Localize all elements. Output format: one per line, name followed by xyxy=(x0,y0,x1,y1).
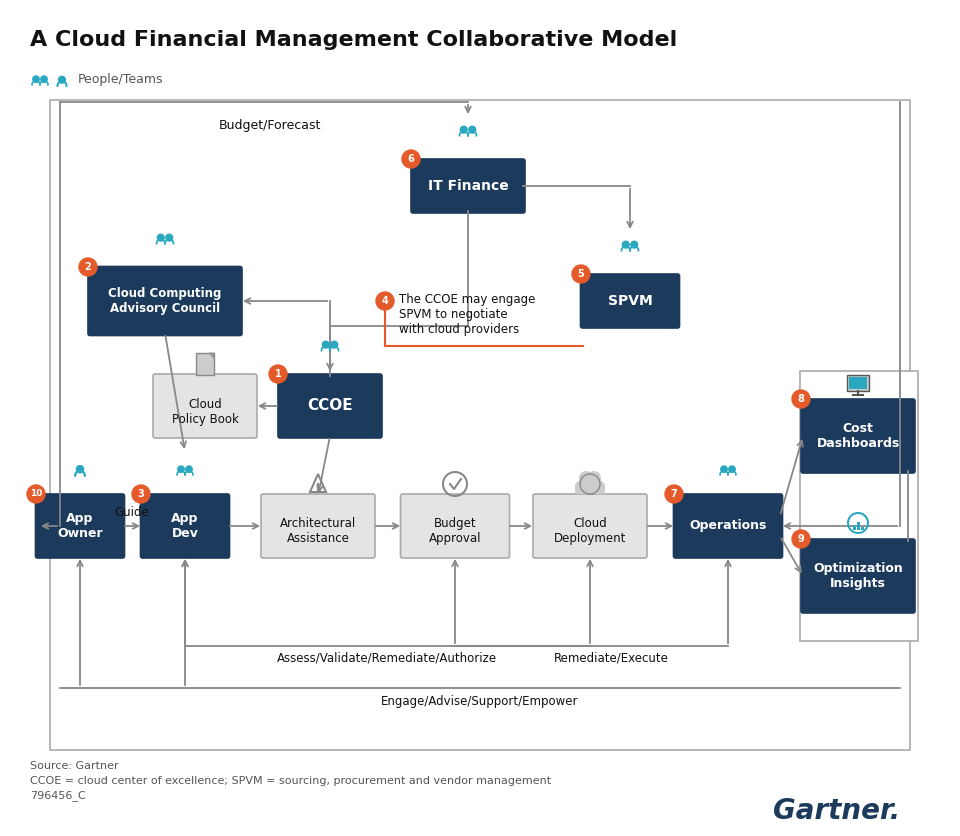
Text: Architectural
Assistance: Architectural Assistance xyxy=(280,517,356,545)
Text: 6: 6 xyxy=(408,154,415,164)
Bar xyxy=(50,100,910,750)
Text: Budget
Approval: Budget Approval xyxy=(429,517,481,545)
FancyBboxPatch shape xyxy=(674,494,782,558)
Bar xyxy=(849,377,867,389)
Circle shape xyxy=(269,365,287,383)
Text: A Cloud Financial Management Collaborative Model: A Cloud Financial Management Collaborati… xyxy=(30,30,677,50)
Bar xyxy=(196,353,214,375)
Bar xyxy=(860,527,863,530)
Circle shape xyxy=(579,471,593,485)
Polygon shape xyxy=(209,353,214,358)
Text: 8: 8 xyxy=(798,394,804,404)
Text: 9: 9 xyxy=(798,534,804,544)
Text: 3: 3 xyxy=(137,489,144,499)
FancyBboxPatch shape xyxy=(581,274,680,328)
Circle shape xyxy=(331,341,338,348)
Circle shape xyxy=(631,242,637,248)
FancyBboxPatch shape xyxy=(400,494,510,558)
Text: 10: 10 xyxy=(30,490,42,498)
FancyBboxPatch shape xyxy=(801,399,915,473)
Text: 1: 1 xyxy=(275,369,281,379)
FancyBboxPatch shape xyxy=(261,494,375,558)
Text: Remediate/Execute: Remediate/Execute xyxy=(554,651,668,665)
Text: Cloud
Deployment: Cloud Deployment xyxy=(554,517,626,545)
Text: Source: Gartner: Source: Gartner xyxy=(30,761,119,771)
Text: People/Teams: People/Teams xyxy=(78,74,163,86)
Text: Cloud
Policy Book: Cloud Policy Book xyxy=(172,398,238,426)
Circle shape xyxy=(186,466,192,472)
Circle shape xyxy=(721,466,728,472)
Circle shape xyxy=(587,471,601,485)
Circle shape xyxy=(591,480,605,494)
Circle shape xyxy=(27,485,45,503)
Circle shape xyxy=(132,485,150,503)
Circle shape xyxy=(575,480,589,494)
Text: App
Dev: App Dev xyxy=(171,512,199,540)
Text: App
Owner: App Owner xyxy=(58,512,103,540)
FancyBboxPatch shape xyxy=(278,374,382,438)
Circle shape xyxy=(157,234,164,241)
FancyBboxPatch shape xyxy=(36,494,125,558)
Bar xyxy=(800,371,918,641)
Circle shape xyxy=(622,242,629,248)
Circle shape xyxy=(77,466,84,473)
Text: Cost
Dashboards: Cost Dashboards xyxy=(816,422,900,450)
Text: CCOE: CCOE xyxy=(307,399,353,414)
Circle shape xyxy=(376,292,394,310)
Circle shape xyxy=(572,265,590,283)
Circle shape xyxy=(178,466,184,472)
Circle shape xyxy=(580,474,600,494)
Circle shape xyxy=(665,485,683,503)
FancyBboxPatch shape xyxy=(533,494,647,558)
Circle shape xyxy=(166,234,173,241)
Circle shape xyxy=(33,76,39,83)
Text: Engage/Advise/Support/Empower: Engage/Advise/Support/Empower xyxy=(381,696,579,708)
Circle shape xyxy=(402,150,420,168)
Text: Guide: Guide xyxy=(114,506,150,518)
Text: Budget/Forecast: Budget/Forecast xyxy=(219,120,322,132)
Text: Optimization
Insights: Optimization Insights xyxy=(813,562,902,590)
Circle shape xyxy=(729,466,735,472)
FancyBboxPatch shape xyxy=(88,267,242,335)
Circle shape xyxy=(323,341,329,348)
Bar xyxy=(575,484,605,494)
Text: CCOE = cloud center of excellence; SPVM = sourcing, procurement and vendor manag: CCOE = cloud center of excellence; SPVM … xyxy=(30,776,551,786)
Text: Cloud Computing
Advisory Council: Cloud Computing Advisory Council xyxy=(108,287,222,315)
Text: IT Finance: IT Finance xyxy=(427,179,509,193)
Text: 4: 4 xyxy=(382,296,389,306)
FancyBboxPatch shape xyxy=(140,494,229,558)
Text: Assess/Validate/Remediate/Authorize: Assess/Validate/Remediate/Authorize xyxy=(276,651,497,665)
Bar xyxy=(856,522,859,530)
Text: 796456_C: 796456_C xyxy=(30,791,85,802)
Circle shape xyxy=(792,530,810,548)
Circle shape xyxy=(59,76,65,83)
FancyBboxPatch shape xyxy=(801,539,915,613)
FancyBboxPatch shape xyxy=(411,159,525,213)
Bar xyxy=(847,375,869,391)
Text: SPVM: SPVM xyxy=(608,294,653,308)
Text: Gartner.: Gartner. xyxy=(773,797,900,825)
Text: 7: 7 xyxy=(671,489,678,499)
Circle shape xyxy=(40,76,47,83)
Circle shape xyxy=(792,390,810,408)
Text: 2: 2 xyxy=(84,262,91,272)
Text: 5: 5 xyxy=(578,269,585,279)
Bar xyxy=(852,525,855,530)
Circle shape xyxy=(79,258,97,276)
Circle shape xyxy=(468,126,475,133)
Circle shape xyxy=(461,126,468,133)
Text: Operations: Operations xyxy=(689,519,767,533)
Text: The CCOE may engage
SPVM to negotiate
with cloud providers: The CCOE may engage SPVM to negotiate wi… xyxy=(399,293,536,336)
FancyBboxPatch shape xyxy=(153,374,257,438)
